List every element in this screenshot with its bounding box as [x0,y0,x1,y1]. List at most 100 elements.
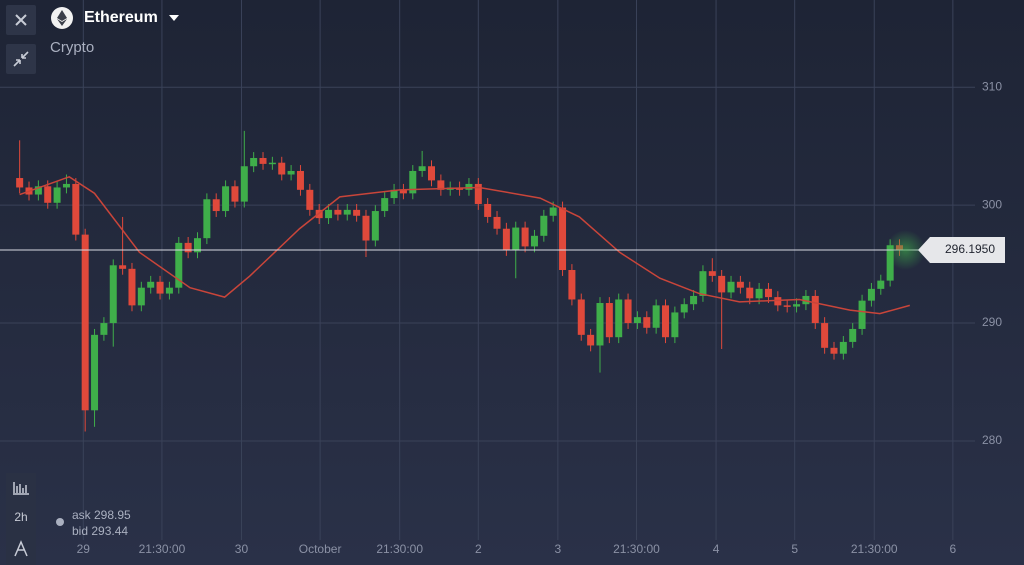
candle-body [793,304,801,307]
y-tick-label: 280 [982,433,1002,447]
candle-body [512,227,520,250]
moving-average [19,176,911,315]
candle-body [877,280,885,289]
candle-body [530,235,538,247]
candle-body [259,157,267,164]
candle-body [250,157,258,167]
candle-body [633,317,641,324]
candle-body [231,186,239,202]
candle-body [156,281,164,294]
current-price-label: 296.1950 [945,242,995,256]
bid-price: bid 293.44 [72,524,128,538]
candle-body [802,295,810,305]
candle-body [371,211,379,241]
candle-body [306,189,314,210]
collapse-button[interactable] [6,44,36,74]
candle-body [699,271,707,296]
candle-body [849,328,857,342]
candle-body [16,178,24,188]
x-tick-label: 2 [475,542,482,556]
candle-body [437,180,445,190]
candle-body [708,271,716,276]
candle-body [596,303,604,346]
candle-body [353,209,361,216]
current-price-glow [885,230,926,271]
dropdown-arrow[interactable] [169,15,179,21]
eth-icon [57,10,67,26]
candle-body [147,281,155,288]
candle-body [764,288,772,298]
candle-body [44,186,52,203]
candle-body [212,199,220,212]
candle-body [465,183,473,190]
candle-body [203,199,211,239]
y-tick-label: 290 [982,315,1002,329]
x-tick-label: 21:30:00 [376,542,423,556]
candle-body [278,162,286,175]
candle-body [72,183,80,235]
ask-price: ask 298.95 [72,508,131,522]
candle-body [296,170,304,190]
candle-body [727,281,735,293]
plot: 280 290 300 310 29 21:30:00 30 October 21:30:00 2… [0,0,1005,556]
candle-body [680,304,688,313]
candle-body [736,281,744,288]
candle-body [839,341,847,354]
candle-body [568,270,576,300]
close-icon [15,14,27,26]
y-tick-label: 300 [982,197,1002,211]
candle-body [81,234,89,411]
info-icon [56,518,64,526]
candle-body [128,268,136,306]
candle-body [540,215,548,236]
x-tick-label: 29 [77,542,91,556]
y-tick-label: 310 [982,79,1002,93]
candle-body [165,287,173,294]
candle-body [484,203,492,217]
candle-body [774,297,782,306]
candle-body [287,170,295,175]
candle-body [409,170,417,194]
candle-body [624,299,632,324]
candle-body [428,166,436,181]
candle-body [821,323,829,348]
candle-body [100,323,108,335]
candle-body [577,299,585,335]
chart-type-icon[interactable] [13,482,29,495]
indicator-icon[interactable] [14,540,28,557]
x-tick-label: 21:30:00 [851,542,898,556]
asset-name[interactable]: Ethereum [84,9,158,26]
candle-body [268,162,276,165]
asset-category: Crypto [50,39,94,56]
x-tick-label: 5 [791,542,798,556]
timeframe[interactable]: 2h [14,510,27,524]
x-tick-label: 3 [555,542,562,556]
candle-body [755,288,763,299]
x-tick-label: 21:30:00 [139,542,186,556]
candle-body [240,166,248,202]
collapse-icon [13,51,29,67]
candle-body [811,295,819,324]
candle-body [587,334,595,346]
candle-body [390,189,398,199]
candle-body [783,305,791,307]
x-tick-label: 6 [950,542,957,556]
candle-body [662,305,670,338]
candle-body [119,265,127,269]
candle-body [418,166,426,171]
x-tick-label: 21:30:00 [613,542,660,556]
candle-body [886,245,894,281]
candle-body [34,186,42,195]
candle-body [690,295,698,305]
candle-body [175,242,183,288]
candle-body [53,187,61,203]
candle-body [559,207,567,270]
x-tick-label: 4 [713,542,720,556]
current-price-tag [918,237,1005,264]
candle-body [605,303,613,338]
candle-body [615,299,623,338]
candle-body [652,305,660,328]
candle-body [549,207,557,216]
